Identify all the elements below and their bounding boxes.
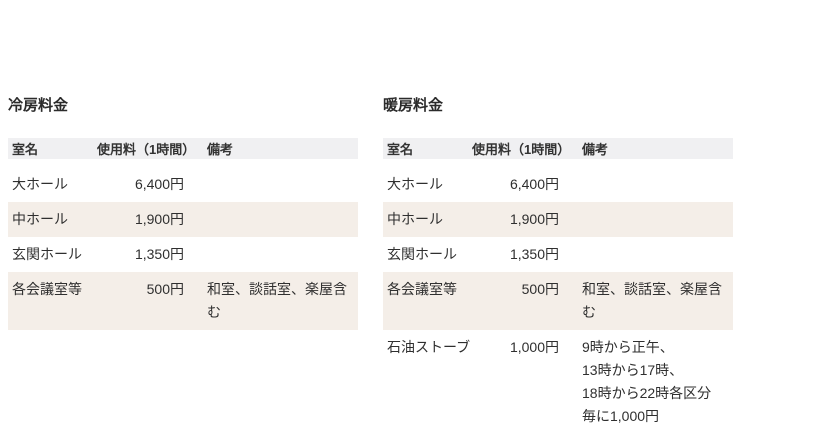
fee-cell: 1,000円 (509, 339, 559, 355)
fee-cell: 6,400円 (509, 176, 559, 192)
table-body: 大ホール 6,400円中ホール 1,900円玄関ホール 1,350円各会議室等 500円… (8, 167, 358, 330)
table-row: 玄関ホール 1,350円 (8, 237, 358, 272)
column-header-fee: 使用料（1時間） (472, 142, 571, 157)
note-cell (567, 208, 733, 231)
table-row: 石油ストーブ 1,000円 9時から正午、 13時から17時、 18時から22時各区… (383, 330, 733, 434)
note-cell: 和室、談話室、楽屋含む (582, 281, 722, 320)
fee-cell: 500円 (146, 281, 184, 297)
note-cell: 9時から正午、 13時から17時、 18時から22時各区分 毎に1,000円 (582, 339, 712, 424)
note-cell (192, 243, 358, 266)
room-name-cell: 大ホール (387, 176, 443, 192)
note-cell (192, 208, 358, 231)
room-name-cell: 玄関ホール (387, 246, 457, 262)
note-cell (567, 243, 733, 266)
table-row: 大ホール 6,400円 (383, 167, 733, 202)
fee-cell: 1,900円 (134, 211, 184, 227)
note-cell: 和室、談話室、楽屋含む (207, 281, 347, 320)
fee-cell: 1,350円 (134, 246, 184, 262)
column-header-room: 室名 (12, 142, 39, 157)
room-name-cell: 各会議室等 (12, 281, 82, 297)
room-name-cell: 各会議室等 (387, 281, 457, 297)
table-title: 暖房料金 (383, 97, 444, 114)
table-header-row: 室名 使用料（1時間） 備考 (383, 138, 733, 159)
fee-cell: 1,350円 (509, 246, 559, 262)
table-row: 玄関ホール 1,350円 (383, 237, 733, 272)
heating-fee-table: 暖房料金 室名 使用料（1時間） 備考 大ホール 6,400円中ホール 1,900円… (383, 95, 733, 434)
table-row: 大ホール 6,400円 (8, 167, 358, 202)
room-name-cell: 玄関ホール (12, 246, 82, 262)
room-name-cell: 大ホール (12, 176, 68, 192)
table-body: 大ホール 6,400円中ホール 1,900円玄関ホール 1,350円各会議室等 500円… (383, 167, 733, 434)
cooling-fee-table: 冷房料金 室名 使用料（1時間） 備考 大ホール 6,400円中ホール 1,900円… (8, 95, 358, 330)
table-header-row: 室名 使用料（1時間） 備考 (8, 138, 358, 159)
fee-cell: 6,400円 (134, 176, 184, 192)
fee-cell: 1,900円 (509, 211, 559, 227)
column-header-note: 備考 (582, 142, 609, 157)
note-cell (567, 173, 733, 196)
fee-cell: 500円 (521, 281, 559, 297)
room-name-cell: 石油ストーブ (387, 339, 471, 355)
table-title: 冷房料金 (8, 97, 69, 114)
column-header-room: 室名 (387, 142, 414, 157)
table-row: 中ホール 1,900円 (383, 202, 733, 237)
table-row: 各会議室等 500円 和室、談話室、楽屋含む (383, 272, 733, 330)
column-header-note: 備考 (207, 142, 234, 157)
room-name-cell: 中ホール (387, 211, 443, 227)
room-name-cell: 中ホール (12, 211, 68, 227)
table-row: 中ホール 1,900円 (8, 202, 358, 237)
table-row: 各会議室等 500円 和室、談話室、楽屋含む (8, 272, 358, 330)
column-header-fee: 使用料（1時間） (97, 142, 196, 157)
note-cell (192, 173, 358, 196)
